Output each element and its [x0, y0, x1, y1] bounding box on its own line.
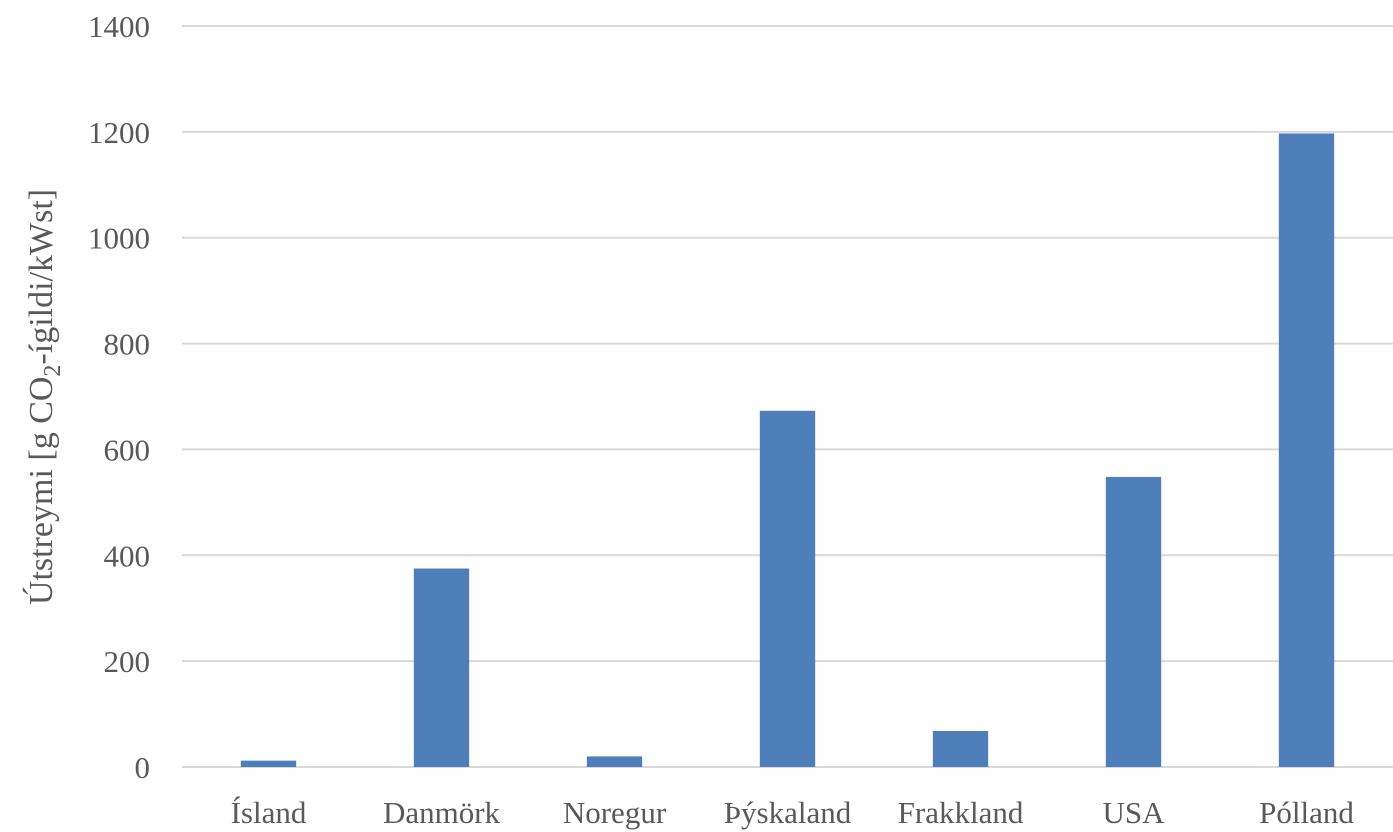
x-tick-label: Þýskaland	[724, 795, 852, 830]
x-tick-label: Noregur	[563, 795, 667, 830]
y-tick-label: 0	[135, 750, 151, 785]
y-tick-label: 1000	[88, 221, 150, 256]
x-tick-label: USA	[1102, 795, 1165, 830]
bar-7	[1278, 133, 1335, 767]
bar-6	[1105, 476, 1162, 767]
y-tick-label: 1400	[88, 9, 150, 44]
y-tick-label: 400	[104, 538, 151, 573]
y-tick-label: 800	[104, 327, 151, 362]
x-tick-labels: Ísland Danmörk Noregur Þýskaland Frakkland US…	[231, 795, 1355, 830]
bar-3	[586, 756, 643, 767]
bar-5	[932, 731, 989, 767]
x-tick-label: Danmörk	[383, 795, 501, 830]
x-tick-label: Pólland	[1259, 795, 1354, 830]
x-tick-label: Frakkland	[898, 795, 1024, 830]
y-tick-label: 600	[104, 432, 151, 467]
bars	[240, 133, 1335, 767]
bar-4	[759, 410, 816, 767]
y-axis-title: Útstreymi [g CO2-ígildi/kWst]	[22, 189, 66, 605]
bar-1	[240, 760, 297, 767]
y-tick-label: 1200	[88, 115, 150, 150]
y-tick-label: 200	[104, 644, 151, 679]
bar-2	[413, 568, 470, 767]
x-tick-label: Ísland	[231, 795, 307, 830]
y-tick-labels: 0 200 400 600 800 1000 1200 1400	[88, 9, 150, 785]
